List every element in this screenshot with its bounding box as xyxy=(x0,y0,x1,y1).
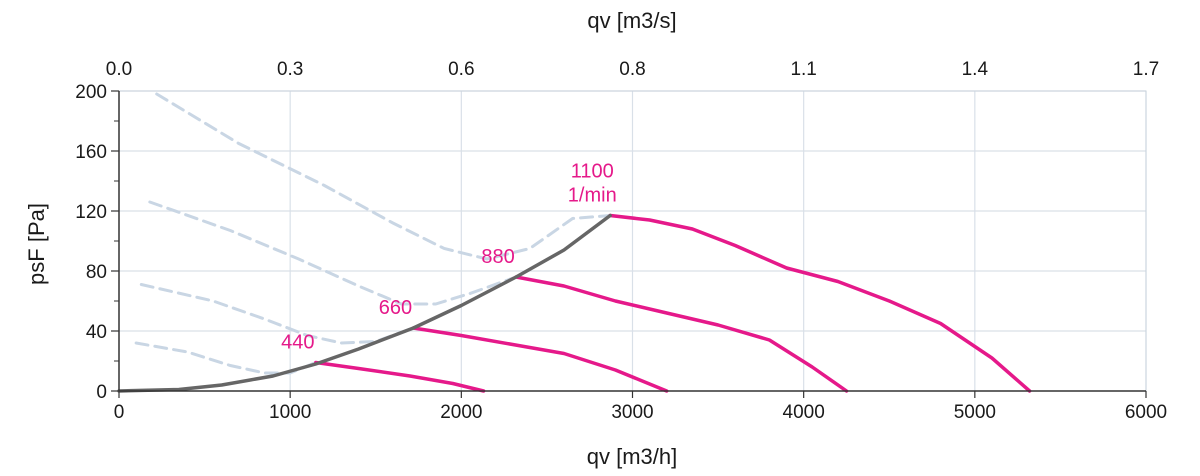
speed-curves xyxy=(314,213,1032,393)
x-tick-label: 4000 xyxy=(783,402,825,423)
y-tick-label: 160 xyxy=(75,142,107,163)
x-tick-label: 5000 xyxy=(954,402,996,423)
speed-curve-440 xyxy=(314,360,486,393)
speed-curve-660 xyxy=(411,326,669,393)
x2-tick-label: 1.7 xyxy=(1133,59,1159,80)
x2-tick-label: 0.6 xyxy=(448,59,474,80)
grid-lines xyxy=(119,90,1147,391)
stall-660-curve xyxy=(139,283,415,345)
system-curve-line xyxy=(117,213,612,393)
speed-label-440: 440 xyxy=(281,332,314,354)
y-tick-label: 200 xyxy=(75,82,107,103)
y-tick-label: 120 xyxy=(75,202,107,223)
y-axis-title: psF [Pa] xyxy=(24,203,49,285)
x2-tick-label: 1.4 xyxy=(962,59,989,80)
x2-axis-title: qv [m3/s] xyxy=(587,8,676,33)
x2-tick-label: 0.3 xyxy=(277,59,303,80)
x-tick-label: 2000 xyxy=(440,402,482,423)
x2-tick-label: 1.1 xyxy=(790,59,816,80)
stall-880-curve xyxy=(148,200,518,306)
x-tick-label: 1000 xyxy=(269,402,311,423)
x-axis-title: qv [m3/h] xyxy=(587,444,677,469)
y-tick-label: 0 xyxy=(96,382,107,403)
speed-label-660: 660 xyxy=(379,297,412,319)
x2-tick-label: 0.0 xyxy=(106,59,132,80)
system-curve xyxy=(117,213,612,393)
speed-label-880: 880 xyxy=(481,246,514,268)
x-tick-label: 6000 xyxy=(1125,402,1167,423)
x-tick-label: 0 xyxy=(114,402,125,423)
speed-label-1100: 1100 1/min xyxy=(568,161,617,207)
speed-labels: 1100 1/min 880 660 440 xyxy=(281,161,617,354)
x2-tick-label: 0.8 xyxy=(619,59,645,80)
y-tick-label: 40 xyxy=(86,322,107,343)
stall-1100-curve xyxy=(155,92,612,261)
speed-curve-1100 xyxy=(608,213,1032,393)
x-tick-label: 3000 xyxy=(611,402,653,423)
y-tick-label: 80 xyxy=(86,262,107,283)
speed-curve-880 xyxy=(514,275,849,393)
